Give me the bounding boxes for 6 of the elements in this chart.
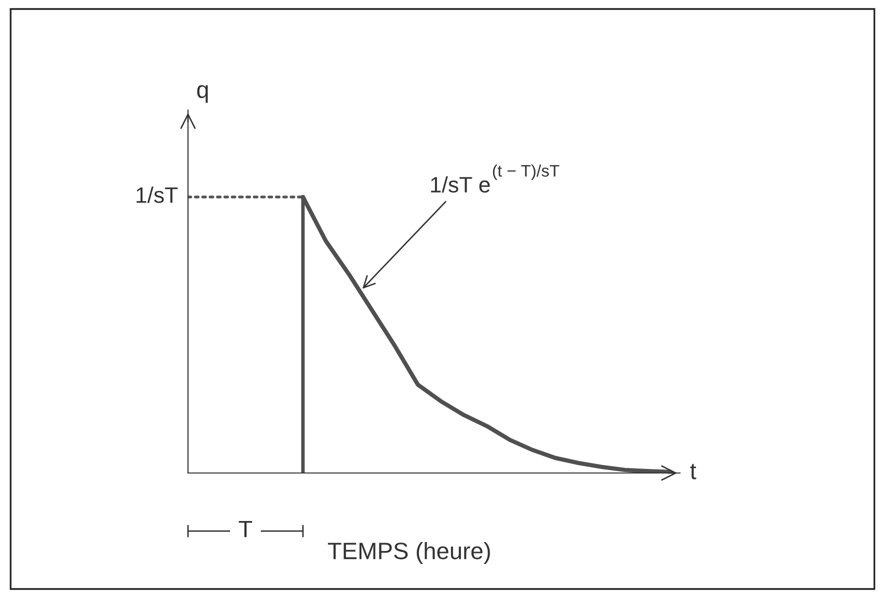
text: 1/sT e(t − T)/sT: [431, 164, 560, 193]
text: 1/sT: [136, 186, 178, 203]
y-axis-title: q: [197, 85, 208, 103]
x-axis-title: TEMPS (heure): [328, 542, 490, 564]
text: t: [690, 464, 696, 480]
text: T: [238, 520, 252, 538]
